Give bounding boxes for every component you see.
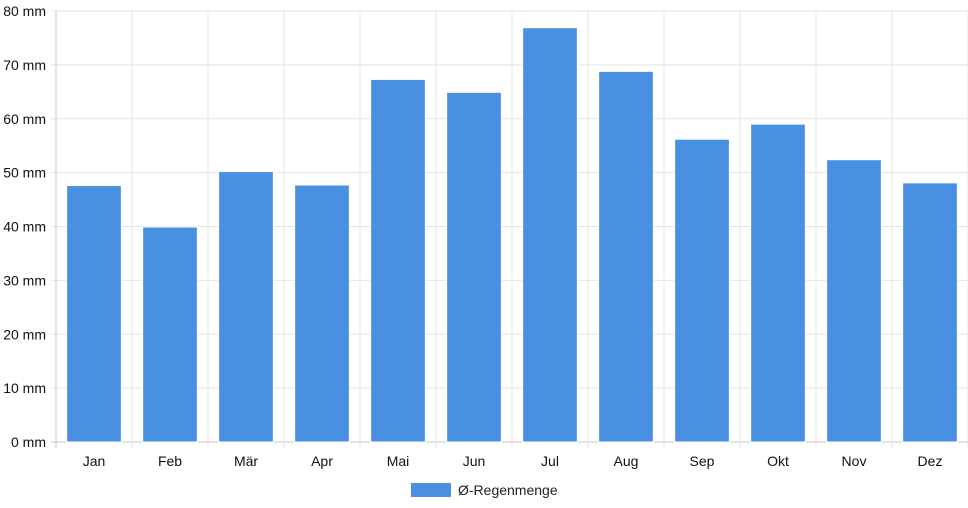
bar-Mai[interactable] (370, 78, 426, 443)
bar-Jul[interactable] (522, 27, 578, 443)
y-tick-label: 0 mm (11, 434, 46, 450)
bar-Mär[interactable] (218, 171, 274, 443)
x-tick-label: Jun (463, 453, 486, 469)
x-tick-label: Aug (614, 453, 639, 469)
y-tick-label: 80 mm (3, 3, 46, 19)
y-tick-label: 20 mm (3, 326, 46, 342)
bar-Nov[interactable] (826, 159, 882, 443)
x-tick-label: Jan (83, 453, 106, 469)
bar-Jun[interactable] (446, 91, 502, 443)
x-tick-label: Dez (918, 453, 943, 469)
bar-Feb[interactable] (142, 226, 198, 443)
axis-layer: 0 mm 10 mm 20 mm 30 mm 40 mm 50 mm 60 mm 70 mm 8… (3, 3, 942, 469)
x-tick-label: Mär (234, 453, 258, 469)
bar-Apr[interactable] (294, 184, 350, 443)
x-tick-label: Okt (767, 453, 789, 469)
x-tick-label: Apr (311, 453, 333, 469)
y-tick-label: 60 mm (3, 111, 46, 127)
bar-Jan[interactable] (66, 185, 122, 443)
y-tick-label: 40 mm (3, 219, 46, 235)
y-tick-label: 50 mm (3, 165, 46, 181)
y-tick-label: 70 mm (3, 57, 46, 73)
y-tick-label: 30 mm (3, 272, 46, 288)
bar-Dez[interactable] (902, 182, 958, 443)
legend[interactable]: Ø-Regenmenge (411, 482, 558, 498)
x-tick-label: Mai (387, 453, 410, 469)
bars-layer (66, 27, 958, 443)
bar-Okt[interactable] (750, 123, 806, 443)
legend-label[interactable]: Ø-Regenmenge (458, 482, 558, 498)
legend-swatch[interactable] (411, 483, 451, 497)
grid-layer (51, 10, 968, 448)
y-tick-label: 10 mm (3, 380, 46, 396)
bar-Aug[interactable] (598, 70, 654, 443)
x-tick-label: Sep (690, 453, 715, 469)
x-tick-label: Feb (158, 453, 182, 469)
x-tick-label: Jul (541, 453, 559, 469)
bar-Sep[interactable] (674, 138, 730, 443)
x-tick-label: Nov (842, 453, 867, 469)
